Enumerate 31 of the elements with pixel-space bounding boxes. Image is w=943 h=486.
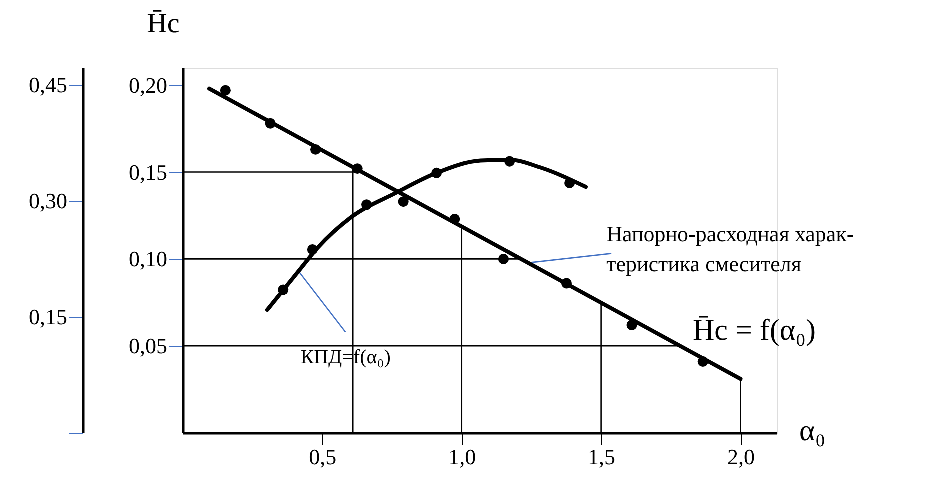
y2-tick-label: 0,45 (29, 72, 68, 98)
y-axis-title: H̄c (147, 8, 180, 40)
y2-tick-label: 0,30 (29, 188, 68, 214)
point (362, 200, 372, 210)
x-tick-label: 1,0 (448, 444, 476, 470)
point (265, 118, 276, 129)
point (504, 156, 516, 167)
point (498, 254, 509, 264)
point (352, 164, 363, 174)
point (450, 214, 460, 224)
point (561, 278, 572, 289)
y-tick-label: 0,05 (129, 334, 168, 359)
x-axis-title: α₀ (800, 414, 826, 448)
annotation: H̄c = f(α₀) (693, 314, 816, 347)
y-tick-label: 0,15 (129, 160, 168, 185)
point (310, 144, 321, 155)
point (698, 356, 708, 367)
x-tick-label: 0,5 (309, 444, 337, 470)
y2-tick-label: 0,15 (29, 304, 68, 330)
y-tick-label: 0,20 (129, 72, 168, 98)
point (626, 320, 638, 330)
x-tick-label: 1,5 (588, 444, 616, 470)
point (398, 196, 409, 208)
point (220, 85, 231, 96)
point (278, 284, 289, 296)
y-tick-label: 0,10 (129, 246, 168, 272)
point (564, 178, 576, 188)
annotation: Напорно-расходная харак- теристика смесителя (606, 222, 854, 277)
point (307, 244, 318, 255)
x-tick-label: 2,0 (727, 444, 755, 470)
point (432, 168, 442, 178)
